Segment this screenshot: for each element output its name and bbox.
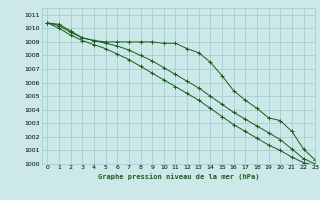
X-axis label: Graphe pression niveau de la mer (hPa): Graphe pression niveau de la mer (hPa) [98, 173, 259, 180]
